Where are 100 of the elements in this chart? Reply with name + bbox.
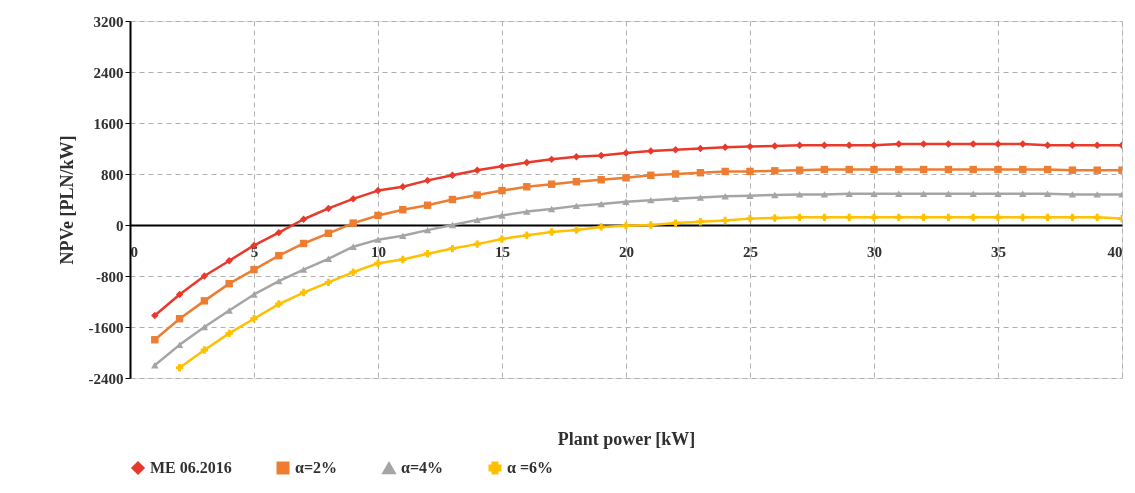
point [275,251,283,260]
point [151,336,159,344]
y-tick-label: 3200 [93,13,124,30]
point [200,297,209,305]
point [994,165,1002,174]
point [299,288,308,297]
point [349,243,357,250]
legend-label: α=2% [295,459,338,476]
point [721,143,729,151]
point [870,165,878,174]
point [225,279,233,288]
point [275,300,283,308]
point [349,219,357,227]
point [324,278,333,287]
point [523,158,531,167]
point [1019,213,1027,222]
point [200,346,209,354]
point [324,255,333,262]
y-tick-label: 2400 [93,64,124,81]
point [498,212,506,219]
point [820,213,829,222]
point [671,195,680,203]
x-tick-label: 20 [619,243,634,260]
point [399,232,407,240]
point [349,195,357,203]
point [870,190,878,197]
point [275,228,283,237]
point [696,194,705,201]
point [845,141,853,150]
point [870,141,878,150]
point [1093,141,1101,150]
point [299,215,308,223]
point [795,166,804,174]
point [696,144,705,153]
point [721,167,729,176]
point [473,240,481,248]
point [1019,190,1027,197]
point [250,265,258,274]
point [1068,191,1077,198]
point [994,213,1002,222]
y-tick-label: 800 [101,166,124,183]
point [200,272,209,280]
point [547,155,556,164]
point [1043,141,1052,150]
point [1093,213,1101,222]
point [969,213,977,222]
point [498,186,506,195]
point [1043,190,1052,197]
point [845,190,853,197]
x-tick-label: 25 [743,243,758,260]
point [1043,213,1052,222]
point [374,186,382,195]
point [448,244,457,253]
point [895,165,903,174]
point [523,231,531,239]
point [349,268,357,276]
point [473,166,481,174]
point [250,315,258,323]
point [820,191,829,198]
point [771,214,779,222]
point [820,141,829,150]
point [771,167,779,175]
point [423,249,432,258]
legend-label: α=4% [401,459,444,477]
point [795,213,804,222]
point [944,190,953,197]
point [795,141,804,150]
point [1068,213,1077,222]
point [175,290,184,299]
x-tick-label: 15 [495,243,510,260]
legend-label: α =6% [507,459,554,476]
point [746,142,754,151]
point [473,191,481,199]
point [622,198,630,205]
point [399,255,407,264]
point [919,213,928,222]
point [324,204,333,213]
point [895,213,903,222]
point [597,200,605,208]
point [895,190,903,197]
point [771,191,779,199]
point [1068,141,1077,150]
y-tick-label: 1600 [93,115,124,132]
point [200,323,209,331]
point [721,193,729,200]
point [572,153,581,161]
point [671,219,680,227]
point [919,190,928,197]
point [399,205,407,214]
point [225,307,233,314]
point [1093,166,1101,174]
point [845,165,853,174]
point [969,165,977,174]
point [671,170,680,178]
point [225,256,233,265]
point [1093,191,1101,198]
point [374,236,382,243]
point [498,235,506,243]
point [597,223,605,231]
point [151,311,159,320]
